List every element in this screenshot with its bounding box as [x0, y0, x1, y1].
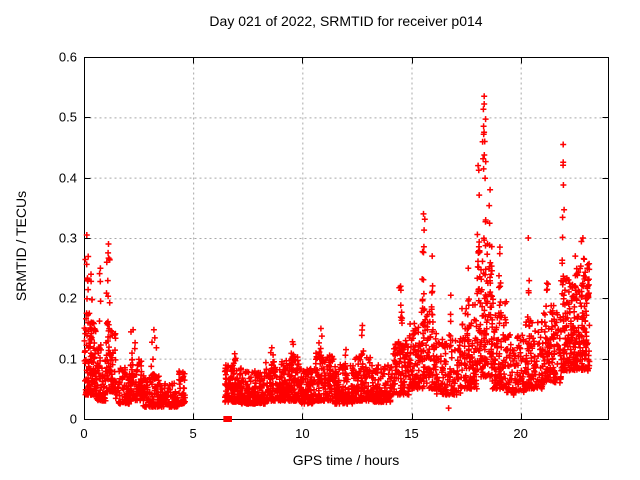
x-axis-label: GPS time / hours [292, 452, 400, 468]
x-tick-label: 15 [404, 426, 419, 441]
y-tick-label: 0.3 [58, 230, 77, 246]
x-tick-label: 0 [80, 426, 88, 441]
y-tick-label: 0.5 [58, 109, 77, 125]
y-tick-label: 0.1 [58, 351, 77, 367]
y-tick-label: 0.2 [58, 290, 77, 306]
scatter-points [81, 93, 593, 422]
x-tick-label: 5 [189, 426, 197, 441]
chart-title: Day 021 of 2022, SRMTID for receiver p01… [209, 13, 483, 29]
x-tick-label: 10 [295, 426, 310, 441]
y-tick-label: 0.6 [58, 49, 77, 65]
y-tick-label: 0 [69, 411, 77, 427]
x-tick-label: 20 [513, 426, 528, 441]
y-tick-label: 0.4 [58, 170, 77, 186]
